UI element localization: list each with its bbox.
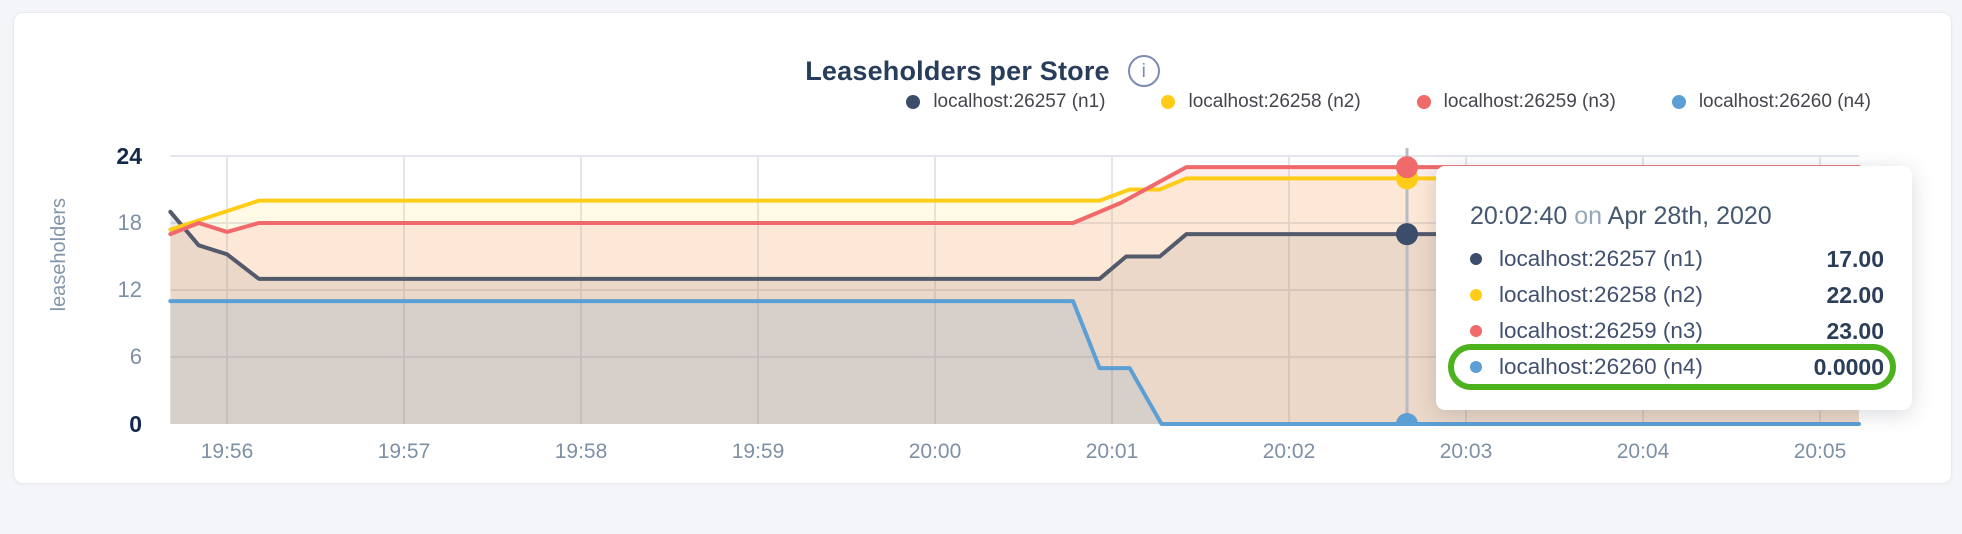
y-tick-label: 12: [117, 276, 142, 302]
hover-dot-n3: [1396, 156, 1419, 179]
hover-dot-n4: [1396, 413, 1419, 425]
tooltip-row: localhost:26260 (n4) 0.0000: [1448, 344, 1896, 390]
series-area-n4: [170, 301, 1859, 424]
legend-dot-n2: [1161, 95, 1176, 109]
tooltip-series-value: 22.00: [1826, 281, 1884, 308]
tooltip-series-dot: [1470, 253, 1482, 265]
chart-card: Leaseholders per Store i localhost:26257…: [13, 12, 1952, 484]
tooltip-connector: on: [1574, 202, 1603, 230]
tooltip-date: Apr 28th, 2020: [1607, 202, 1772, 230]
x-tick-label: 19:56: [200, 440, 254, 463]
x-tick-label: 19:59: [731, 440, 785, 463]
info-icon[interactable]: i: [1127, 55, 1160, 87]
tooltip-series-value: 0.0000: [1813, 353, 1884, 380]
x-tick-label: 19:57: [377, 440, 431, 463]
tooltip-series-dot: [1470, 325, 1482, 337]
x-tick-label: 20:03: [1439, 440, 1493, 463]
tooltip-series-value: 17.00: [1826, 245, 1884, 272]
legend-label: localhost:26258 (n2): [1188, 91, 1361, 112]
x-tick-label: 20:00: [908, 440, 962, 463]
legend-item-n1[interactable]: localhost:26257 (n1): [906, 91, 1105, 113]
y-axis-title: leaseholders: [48, 198, 70, 312]
hover-dot-n1: [1396, 223, 1419, 246]
legend-dot-n4: [1671, 95, 1686, 109]
series-line-n3: [168, 165, 1861, 237]
legend-dot-n1: [906, 95, 921, 109]
tooltip-series-label: localhost:26260 (n4): [1499, 354, 1703, 379]
chart-title: Leaseholders per Store: [805, 55, 1110, 86]
legend-item-n3[interactable]: localhost:26259 (n3): [1416, 91, 1616, 113]
tooltip-series-label: localhost:26258 (n2): [1499, 282, 1703, 307]
tooltip-series-label: localhost:26259 (n3): [1499, 318, 1703, 343]
x-tick-label: 20:05: [1793, 440, 1847, 463]
chart-header: Leaseholders per Store i: [14, 55, 1951, 87]
tooltip-series-dot: [1470, 361, 1482, 373]
x-tick-label: 20:02: [1262, 440, 1316, 463]
tooltip-series-label: localhost:26257 (n1): [1499, 246, 1703, 271]
legend-dot-n3: [1416, 95, 1431, 109]
tooltip-row: localhost:26259 (n3) 23.00: [1464, 313, 1884, 349]
series-line-n4: [168, 299, 1861, 426]
tooltip-row: localhost:26258 (n2) 22.00: [1464, 277, 1884, 313]
series-line-n1: [168, 209, 1861, 281]
x-tick-label: 19:58: [554, 440, 608, 463]
legend-label: localhost:26260 (n4): [1698, 91, 1871, 112]
x-tick-label: 20:01: [1085, 440, 1139, 463]
tooltip-row: localhost:26257 (n1) 17.00: [1464, 241, 1884, 277]
chart-tooltip: 20:02:40 on Apr 28th, 2020 localhost:262…: [1436, 166, 1912, 410]
y-tick-label: 18: [117, 209, 142, 235]
y-tick-label: 6: [129, 343, 142, 369]
legend-label: localhost:26257 (n1): [933, 91, 1106, 112]
tooltip-time: 20:02:40: [1470, 202, 1568, 230]
legend-item-n4[interactable]: localhost:26260 (n4): [1671, 91, 1871, 113]
y-tick-label: 24: [116, 142, 142, 169]
y-tick-label: 0: [129, 411, 142, 437]
legend-label: localhost:26259 (n3): [1443, 91, 1616, 112]
legend-item-n2[interactable]: localhost:26258 (n2): [1161, 91, 1361, 113]
tooltip-header: 20:02:40 on Apr 28th, 2020: [1470, 202, 1884, 231]
tooltip-series-value: 23.00: [1826, 317, 1884, 344]
tooltip-series-dot: [1470, 289, 1482, 301]
series-line-n2: [168, 176, 1861, 232]
tooltip-rows: localhost:26257 (n1) 17.00 localhost:26258…: [1448, 241, 1896, 390]
legend: localhost:26257 (n1) localhost:26258 (n2)…: [906, 91, 1871, 113]
x-tick-label: 20:04: [1616, 440, 1670, 463]
